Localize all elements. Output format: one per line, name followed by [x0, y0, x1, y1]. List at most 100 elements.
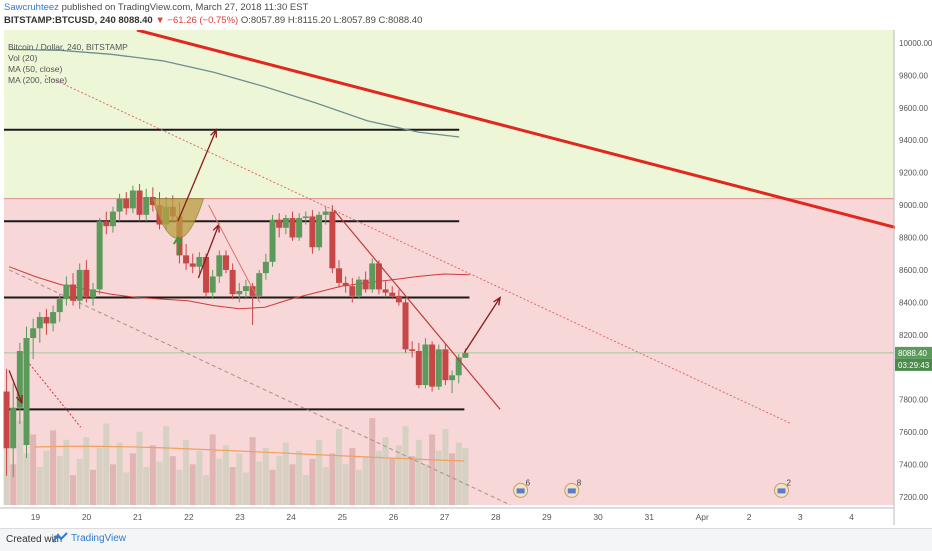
- candle-body[interactable]: [316, 214, 323, 248]
- candle-body[interactable]: [322, 211, 329, 215]
- candle-body[interactable]: [209, 276, 216, 293]
- candle-body[interactable]: [56, 299, 63, 313]
- candle-body[interactable]: [389, 292, 396, 296]
- volume-bar: [355, 469, 362, 505]
- candle-body[interactable]: [289, 218, 296, 238]
- candle-body[interactable]: [329, 211, 336, 269]
- time-tick-label: 19: [31, 512, 41, 522]
- candle-body[interactable]: [10, 407, 17, 449]
- candle-body[interactable]: [109, 211, 116, 227]
- candle-body[interactable]: [442, 349, 449, 381]
- volume-bar: [156, 461, 163, 505]
- candle-body[interactable]: [355, 279, 362, 296]
- volume-bar: [442, 429, 449, 505]
- candle-body[interactable]: [196, 256, 203, 267]
- legend-volume[interactable]: Vol (20): [8, 53, 38, 63]
- time-tick-label: 27: [440, 512, 450, 522]
- candle-body[interactable]: [136, 190, 143, 215]
- candle-body[interactable]: [143, 196, 150, 215]
- candle-body[interactable]: [3, 391, 10, 449]
- candle-body[interactable]: [36, 316, 43, 329]
- dotted-arrow-line[interactable]: [29, 363, 82, 428]
- candle-body[interactable]: [435, 349, 442, 387]
- target-arrow-3[interactable]: [463, 297, 501, 353]
- ma200-line[interactable]: [9, 48, 460, 138]
- volume-bar: [242, 472, 249, 505]
- candle-body[interactable]: [216, 255, 223, 277]
- volume-bar: [10, 464, 17, 505]
- candle-body[interactable]: [249, 286, 256, 296]
- event-count-label: 6: [526, 478, 531, 487]
- candle-body[interactable]: [422, 344, 429, 386]
- candle-body[interactable]: [116, 198, 123, 212]
- candle-body[interactable]: [76, 269, 83, 301]
- legend-ma200[interactable]: MA (200, close): [8, 75, 68, 85]
- legend-ma50[interactable]: MA (50, close): [8, 64, 63, 74]
- candle-body[interactable]: [375, 263, 382, 290]
- time-tick-label: 24: [286, 512, 296, 522]
- candle-body[interactable]: [276, 219, 283, 228]
- candle-body[interactable]: [103, 221, 110, 227]
- cup-pattern-shape[interactable]: [151, 198, 205, 239]
- triangle-upper-line[interactable]: [333, 209, 501, 410]
- candle-body[interactable]: [30, 328, 37, 339]
- candle-body[interactable]: [50, 312, 57, 324]
- candle-body[interactable]: [409, 349, 416, 351]
- candle-body[interactable]: [302, 216, 309, 219]
- candle-body[interactable]: [16, 350, 23, 408]
- last-price-badge[interactable]: [895, 346, 932, 359]
- candle-body[interactable]: [336, 268, 343, 283]
- candle-body[interactable]: [349, 286, 356, 296]
- candle-body[interactable]: [269, 219, 276, 262]
- price-chart[interactable]: 682 7200.007400.007600.007800.008000.008…: [0, 28, 932, 528]
- event-flag-stripe: [777, 488, 786, 494]
- tradingview-logo[interactable]: TradingView: [52, 532, 126, 544]
- candle-body[interactable]: [189, 263, 196, 267]
- volume-bar: [209, 434, 216, 505]
- author-link[interactable]: Sawcruhteez: [4, 2, 59, 13]
- candle-body[interactable]: [242, 286, 249, 292]
- change-down-icon: ▼: [155, 15, 165, 26]
- candle-body[interactable]: [90, 289, 96, 298]
- small-trend-line[interactable]: [208, 204, 261, 303]
- candle-body[interactable]: [256, 273, 263, 296]
- major-trend-line[interactable]: [136, 28, 932, 239]
- candle-body[interactable]: [455, 357, 462, 376]
- candle-body[interactable]: [96, 221, 103, 290]
- candle-body[interactable]: [229, 269, 236, 295]
- candle-body[interactable]: [83, 269, 90, 298]
- candle-body[interactable]: [236, 291, 243, 295]
- dashed-trend-line[interactable]: [8, 269, 511, 506]
- volume-bar: [329, 453, 336, 505]
- dotted-trend-line[interactable]: [44, 74, 792, 425]
- symbol-line: BITSTAMP:BTCUSD, 240 8088.40 ▼ −61.26 (−…: [4, 15, 422, 26]
- candle-body[interactable]: [462, 352, 469, 358]
- candle-body[interactable]: [222, 255, 229, 270]
- target-arrow-2[interactable]: [197, 224, 220, 279]
- candle-body[interactable]: [63, 284, 70, 300]
- price-tick-label: 8400.00: [899, 298, 928, 307]
- candle-body[interactable]: [369, 263, 376, 290]
- candle-body[interactable]: [43, 316, 50, 324]
- candle-body[interactable]: [296, 218, 303, 238]
- candle-body[interactable]: [23, 338, 30, 446]
- candle-body[interactable]: [342, 282, 349, 287]
- target-arrow-1[interactable]: [177, 129, 217, 222]
- candle-body[interactable]: [203, 256, 210, 293]
- candle-body[interactable]: [395, 295, 402, 303]
- chart-area[interactable]: 682 7200.007400.007600.007800.008000.008…: [0, 28, 932, 528]
- candle-body[interactable]: [382, 289, 389, 293]
- candle-body[interactable]: [362, 279, 369, 290]
- candle-body[interactable]: [429, 344, 436, 387]
- candle-body[interactable]: [449, 375, 456, 381]
- candle-body[interactable]: [123, 198, 130, 209]
- candle-body[interactable]: [415, 350, 422, 386]
- small-arrow[interactable]: [8, 370, 23, 404]
- candle-body[interactable]: [70, 284, 77, 301]
- candle-body[interactable]: [183, 255, 190, 264]
- candle-body[interactable]: [282, 218, 289, 228]
- candle-body[interactable]: [129, 190, 136, 209]
- candle-body[interactable]: [262, 261, 269, 274]
- candle-body[interactable]: [402, 302, 409, 350]
- candle-body[interactable]: [309, 216, 316, 248]
